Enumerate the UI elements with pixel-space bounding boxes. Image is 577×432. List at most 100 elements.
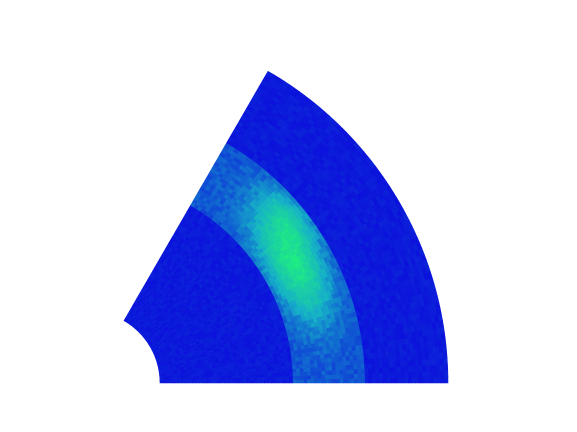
heatmap-cell xyxy=(429,376,434,384)
heatmap-cell xyxy=(245,377,251,381)
heatmap-cell xyxy=(364,367,369,374)
heatmap-cell xyxy=(299,363,304,369)
heatmap-cell xyxy=(296,371,301,377)
heatmap-cell xyxy=(364,377,370,384)
heatmap-cell xyxy=(303,378,308,384)
heatmap-cell xyxy=(267,379,272,384)
heatmap-cell xyxy=(422,370,427,378)
heatmap-cell xyxy=(317,362,322,368)
heatmap-cell xyxy=(324,361,329,367)
heatmap-cell xyxy=(343,378,348,384)
heatmap-cell xyxy=(263,373,269,378)
heatmap-cell xyxy=(357,373,362,379)
heatmap-cell xyxy=(278,369,283,374)
heatmap-cell xyxy=(386,366,391,373)
heatmap-cell xyxy=(263,376,269,381)
heatmap-cell xyxy=(306,371,312,376)
heatmap-cell xyxy=(346,378,352,384)
heatmap-cell xyxy=(313,366,319,372)
heatmap-cell xyxy=(253,376,258,381)
heatmap-cell xyxy=(371,362,376,369)
heatmap-cell xyxy=(379,377,384,384)
heatmap-cell xyxy=(375,372,380,379)
heatmap-cell xyxy=(289,371,294,377)
heatmap-cell xyxy=(310,370,315,376)
heatmap-cell xyxy=(443,357,448,365)
heatmap-cell xyxy=(368,367,373,374)
heatmap-cell xyxy=(339,369,344,375)
heatmap-cell xyxy=(249,376,254,381)
heatmap-cell xyxy=(270,369,276,374)
heatmap-cell xyxy=(300,378,305,384)
heatmap-cell xyxy=(442,345,447,353)
heatmap-cell xyxy=(292,364,297,370)
heatmap-cell xyxy=(317,374,323,380)
heatmap-cell xyxy=(314,378,319,384)
heatmap-cell xyxy=(285,375,290,380)
heatmap-cell xyxy=(292,371,297,377)
heatmap-cell xyxy=(321,366,326,372)
heatmap-cell xyxy=(393,366,398,373)
heatmap-cell xyxy=(317,370,323,376)
heatmap-cell xyxy=(303,371,308,376)
heatmap-cell xyxy=(346,373,352,379)
heatmap-cell xyxy=(385,361,391,368)
heatmap-cell xyxy=(271,376,276,381)
heatmap-cell xyxy=(331,365,337,371)
heatmap-cell xyxy=(350,373,355,379)
heatmap-cell xyxy=(324,365,330,371)
heatmap-cell xyxy=(349,364,355,370)
heatmap-cell xyxy=(389,366,395,373)
heatmap-cell xyxy=(336,378,341,384)
heatmap-cell xyxy=(310,366,315,372)
heatmap-cell xyxy=(371,367,377,374)
heatmap-cell xyxy=(335,373,341,379)
heatmap-cell xyxy=(303,367,308,373)
heatmap-cell xyxy=(404,365,409,373)
heatmap-cell xyxy=(404,371,409,378)
heatmap-cell xyxy=(306,363,311,368)
heatmap-cell xyxy=(382,377,388,384)
heatmap-cell xyxy=(432,364,438,372)
heatmap-cell xyxy=(281,372,287,377)
heatmap-cell xyxy=(393,371,398,378)
heatmap-cell xyxy=(320,361,326,367)
heatmap-cell xyxy=(357,363,362,370)
heatmap-cell xyxy=(314,374,319,380)
heatmap-cell xyxy=(267,376,272,381)
heatmap-cell xyxy=(285,372,290,377)
heatmap-cell xyxy=(228,380,233,384)
heatmap-cell xyxy=(249,379,254,384)
heatmap-cell xyxy=(429,364,434,372)
heatmap-cell xyxy=(260,373,265,378)
heatmap-cell xyxy=(440,370,445,378)
heatmap-cell xyxy=(242,379,247,384)
heatmap-cell xyxy=(328,374,334,380)
heatmap-cell xyxy=(274,369,279,374)
heatmap-cell xyxy=(353,363,358,370)
heatmap-cell xyxy=(350,368,355,375)
heatmap-cell xyxy=(438,320,444,328)
heatmap-cell xyxy=(281,375,287,380)
heatmap-cell xyxy=(285,368,290,373)
heatmap-cell xyxy=(284,365,290,370)
heatmap-cell xyxy=(264,379,269,384)
heatmap-cell xyxy=(282,379,287,384)
heatmap-cell xyxy=(339,364,344,371)
heatmap-cell xyxy=(378,367,384,374)
heatmap-cell xyxy=(442,351,448,359)
heatmap-cell xyxy=(418,376,424,384)
heatmap-cell xyxy=(393,377,398,384)
heatmap-cell xyxy=(289,375,294,380)
heatmap-cell xyxy=(310,378,316,384)
heatmap-cell xyxy=(335,369,341,375)
heatmap-cell xyxy=(242,377,247,381)
heatmap-cell xyxy=(433,376,438,384)
heatmap-cell xyxy=(256,379,262,384)
heatmap-cell xyxy=(407,371,413,378)
heatmap-cell xyxy=(386,377,391,384)
heatmap-cell xyxy=(425,370,431,378)
heatmap-cell xyxy=(327,361,333,367)
heatmap-cell xyxy=(256,373,262,378)
